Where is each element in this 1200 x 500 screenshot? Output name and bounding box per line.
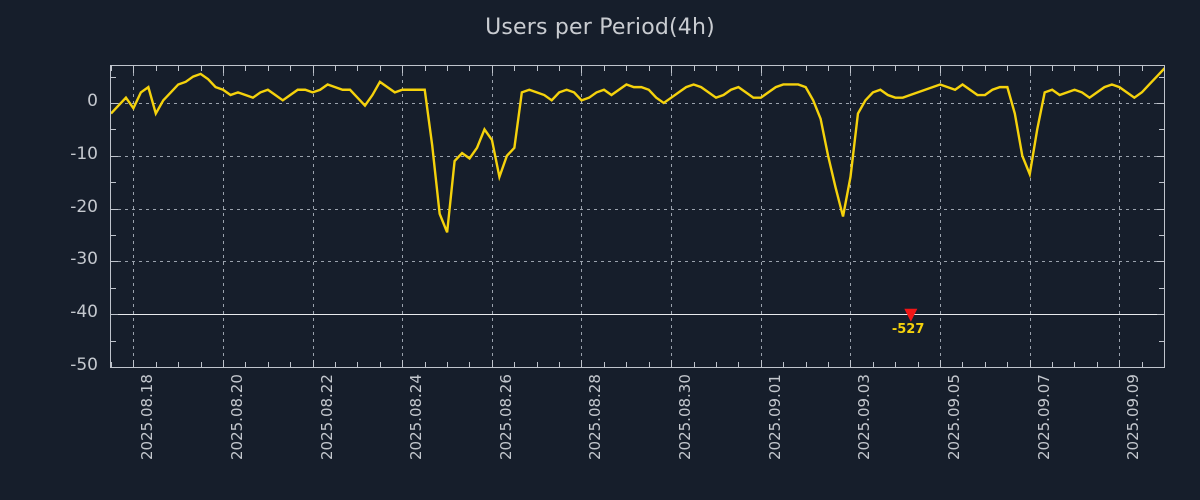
x-tick-label-1: 2025.08.20 bbox=[228, 374, 247, 460]
y-tick-label-2: -20 bbox=[70, 196, 98, 217]
x-tick-label-7: 2025.09.01 bbox=[765, 374, 784, 460]
x-tick-label-3: 2025.08.24 bbox=[407, 374, 426, 460]
y-tick-label-4: -40 bbox=[70, 302, 98, 323]
x-tick-label-4: 2025.08.26 bbox=[496, 374, 515, 460]
x-tick-label-11: 2025.09.09 bbox=[1124, 374, 1143, 460]
plot-area bbox=[110, 65, 1165, 368]
x-tick-label-5: 2025.08.28 bbox=[586, 374, 605, 460]
x-tick-label-2: 2025.08.22 bbox=[317, 374, 336, 460]
x-tick-label-10: 2025.09.07 bbox=[1034, 374, 1053, 460]
x-tick-label-6: 2025.08.30 bbox=[676, 374, 695, 460]
chart-canvas bbox=[111, 66, 1164, 367]
chart-title: Users per Period(4h) bbox=[485, 15, 715, 40]
y-tick-label-0: 0 bbox=[87, 90, 98, 111]
x-tick-label-9: 2025.09.05 bbox=[944, 374, 963, 460]
min-value-marker-0[interactable] bbox=[904, 308, 918, 322]
annotation-min-value-label: -527 bbox=[891, 322, 925, 338]
data-line-users bbox=[111, 67, 1164, 233]
x-tick-label-0: 2025.08.18 bbox=[138, 374, 157, 460]
y-tick-label-5: -50 bbox=[70, 355, 98, 375]
x-tick-label-8: 2025.09.03 bbox=[855, 374, 874, 460]
y-tick-label-3: -30 bbox=[70, 249, 98, 270]
y-tick-label-1: -10 bbox=[70, 143, 98, 164]
